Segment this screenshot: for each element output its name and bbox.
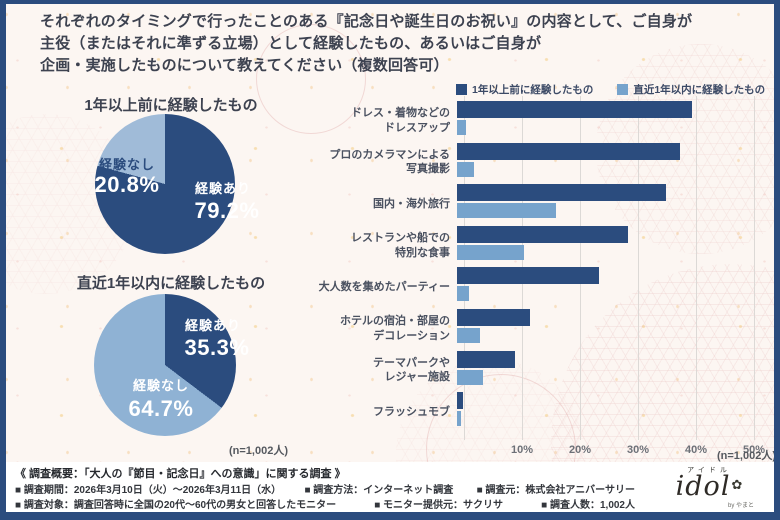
pie1-yes-value: 79.2% <box>194 198 260 223</box>
bar-chart-row: フラッシュモブ <box>317 391 774 433</box>
bar-over-1yr <box>457 267 600 285</box>
bar-chart-legend: 1年以上前に経験したもの 直近1年以内に経験したもの <box>456 82 765 97</box>
bar-category-label: レストランや船での 特別な食事 <box>351 231 450 259</box>
survey-detail-item: ■ 調査期間：2026年3月10日（火）〜2026年3月11日（水） <box>15 485 282 496</box>
survey-question-title: それぞれのタイミングで行ったことのある『記念日や誕生日のお祝い』の内容として、ご… <box>40 13 693 74</box>
bar-sample-size-note: (n=1,002人) <box>717 450 776 462</box>
survey-details-line: ■ 調査期間：2026年3月10日（火）〜2026年3月11日（水） ■ 調査方法… <box>15 481 635 496</box>
x-axis-tick-label: 50% <box>742 444 766 456</box>
bar-chart-row: 大人数を集めたパーティー <box>317 266 774 308</box>
survey-outline-footer: 《 調査概要：「大人の『節目・記念日』への意識」に関する調査 》 ■ 調査期間：… <box>6 462 774 512</box>
legend-swatch-lightblue <box>617 84 629 95</box>
survey-outline-heading: 《 調査概要：「大人の『節目・記念日』への意識」に関する調査 》 <box>15 468 346 480</box>
pie2-title: 直近1年以内に経験したもの <box>76 275 266 292</box>
gridline <box>638 96 639 440</box>
pie-sample-size-note: (n=1,002人) <box>229 445 288 457</box>
logo-wordmark: idol✿ <box>676 473 743 500</box>
bar-category-label: 国内・海外旅行 <box>373 197 450 210</box>
bar-category-label: プロのカメラマンによる 写真撮影 <box>329 148 450 176</box>
bar-category-label: テーマパークや レジャー施設 <box>373 356 450 384</box>
bar-within-1yr <box>457 411 462 427</box>
x-axis-tick-label: 10% <box>510 444 534 456</box>
bar-over-1yr <box>457 308 530 326</box>
bar-category-label: フラッシュモブ <box>373 405 450 418</box>
bar-over-1yr <box>457 225 629 243</box>
survey-detail-item: ■ 調査人数：1,002人 <box>541 500 635 511</box>
bar-chart-row: 国内・海外旅行 <box>317 183 774 225</box>
survey-detail-item: ■ モニター提供元：サクリサ <box>374 500 504 511</box>
logo-byline: by やまと <box>727 503 754 509</box>
pie2-yes-value: 35.3% <box>184 335 250 360</box>
legend-item-over-1yr: 1年以上前に経験したもの <box>456 82 593 97</box>
gridline <box>696 96 697 440</box>
legend-swatch-navy <box>456 84 467 95</box>
flower-icon: ✿ <box>731 477 743 492</box>
bar-chart-row: テーマパークや レジャー施設 <box>317 350 774 392</box>
bar-within-1yr <box>457 120 466 135</box>
pie2-no-value: 64.7% <box>128 396 194 421</box>
pie2-yes-label: 経験あり <box>184 318 241 333</box>
pie1-yes-label: 経験あり <box>194 181 251 196</box>
legend-label: 1年以上前に経験したもの <box>472 84 594 96</box>
bar-category-label: ドレス・着物などの ドレスアップ <box>351 106 450 134</box>
x-axis-tick-label: 20% <box>568 444 592 456</box>
legend-label: 直近1年以内に経験したもの <box>633 84 766 96</box>
bar-chart-row: ドレス・着物などの ドレスアップ <box>317 100 774 142</box>
bar-within-1yr <box>457 369 484 385</box>
bar-over-1yr <box>457 392 463 410</box>
bar-within-1yr <box>457 203 556 219</box>
bar-over-1yr <box>457 350 515 368</box>
survey-detail-item: ■ 調査対象：調査回答時に全国の20代〜60代の男女と回答したモニター <box>15 500 337 511</box>
x-axis-tick-label: 30% <box>626 444 650 456</box>
bar-chart-row: ホテルの宿泊・部屋の デコレーション <box>317 308 774 350</box>
bar-over-1yr <box>457 142 681 160</box>
bar-chart-row: プロのカメラマンによる 写真撮影 <box>317 142 774 184</box>
pie-chart-experienced-within-1yr <box>94 294 236 436</box>
idol-brand-logo: アイドル idol✿ by やまと <box>650 463 768 511</box>
logo-name-text: idol <box>675 471 731 502</box>
bar-within-1yr <box>457 244 524 260</box>
bar-over-1yr <box>457 101 692 118</box>
bar-within-1yr <box>457 327 481 343</box>
x-axis-tick-label: 40% <box>684 444 708 456</box>
survey-details-line: ■ 調査対象：調査回答時に全国の20代〜60代の男女と回答したモニター ■ モニタ… <box>15 496 635 511</box>
bar-within-1yr <box>457 286 469 302</box>
bar-over-1yr <box>457 184 666 202</box>
logo-katakana-text: アイドル <box>687 467 731 474</box>
pie1-no-label: 経験なし <box>98 157 155 172</box>
bar-chart: ドレス・着物などの ドレスアッププロのカメラマンによる 写真撮影国内・海外旅行レ… <box>317 100 774 433</box>
bar-chart-row: レストランや船での 特別な食事 <box>317 225 774 267</box>
survey-detail-item: ■ 調査元：株式会社アニバーサリー <box>476 485 635 496</box>
bar-within-1yr <box>457 161 475 177</box>
pie1-no-value: 20.8% <box>94 172 160 197</box>
pie2-no-label: 経験なし <box>132 378 189 393</box>
bar-category-label: 大人数を集めたパーティー <box>318 280 450 293</box>
gridline <box>754 96 755 440</box>
pie-chart-experienced-over-1yr-ago <box>95 114 235 254</box>
pie1-title: 1年以上前に経験したもの <box>84 97 258 114</box>
legend-item-within-1yr: 直近1年以内に経験したもの <box>617 82 765 97</box>
bar-category-label: ホテルの宿泊・部屋の デコレーション <box>340 314 450 342</box>
survey-detail-item: ■ 調査方法：インターネット調査 <box>304 485 454 496</box>
